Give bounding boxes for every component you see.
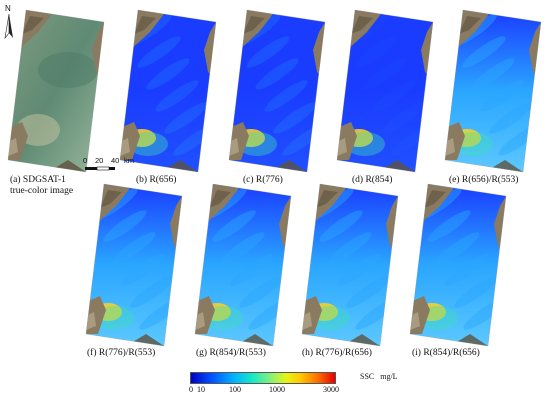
- panel-e-image: [444, 9, 542, 173]
- panel-b-strip: [119, 9, 217, 173]
- caption-g: (g) R(854)/R(553): [196, 348, 266, 358]
- colorbar-tick-3000: 3000: [323, 385, 339, 394]
- colorbar-tick-1000: 1000: [269, 385, 285, 394]
- scale-tick-20: 20: [95, 156, 104, 165]
- panel-g-strip: [194, 183, 292, 347]
- panel-d-image: [336, 9, 434, 173]
- north-arrow-icon: [4, 13, 13, 40]
- panel-a-true-color-image: [7, 9, 105, 173]
- scale-bar-graphic: [85, 166, 115, 171]
- caption-a-line2: true-color image: [10, 186, 74, 196]
- colorbar-tick-100: 100: [229, 385, 241, 394]
- north-label: N: [5, 4, 11, 13]
- panel-f-strip: [85, 183, 183, 347]
- scale-bar: 0 20 40 km: [77, 156, 153, 174]
- panel-e-strip: [444, 9, 542, 173]
- scale-tick-0: 0: [83, 156, 88, 165]
- caption-e: (e) R(656)/R(553): [449, 175, 519, 185]
- panel-c-strip: [228, 9, 326, 173]
- caption-h: (h) R(776)/R(656): [302, 348, 372, 358]
- panel-i-strip: [409, 183, 507, 347]
- ssc-colorbar: [190, 372, 336, 384]
- caption-a: (a) SDGSAT-1 true-color image: [10, 175, 73, 197]
- panel-f-image: [85, 183, 183, 347]
- caption-i: (i) R(854)/R(656): [412, 348, 480, 358]
- panel-c-image: [228, 9, 326, 173]
- colorbar-title-ssc: SSC: [360, 372, 375, 381]
- scale-unit: km: [124, 156, 134, 165]
- colorbar-tick-10: 10: [197, 385, 205, 394]
- panel-b-image: [119, 9, 217, 173]
- caption-d: (d) R(854): [352, 175, 393, 185]
- panel-i-image: [409, 183, 507, 347]
- north-arrow: N: [2, 4, 16, 42]
- panel-d-strip: [336, 9, 434, 173]
- colorbar-tick-0: 0: [189, 385, 193, 394]
- colorbar-title: SSC mg/L: [360, 372, 398, 381]
- scale-tick-40: 40: [111, 156, 120, 165]
- panel-h-image: [301, 183, 399, 347]
- caption-b: (b) R(656): [136, 175, 177, 185]
- caption-c: (c) R(776): [243, 175, 283, 185]
- panel-a-strip: [7, 9, 105, 173]
- panel-h-strip: [301, 183, 399, 347]
- caption-a-line1: (a) SDGSAT-1: [10, 175, 66, 185]
- colorbar-unit: mg/L: [380, 372, 398, 381]
- panel-g-image: [194, 183, 292, 347]
- caption-f: (f) R(776)/R(553): [87, 348, 156, 358]
